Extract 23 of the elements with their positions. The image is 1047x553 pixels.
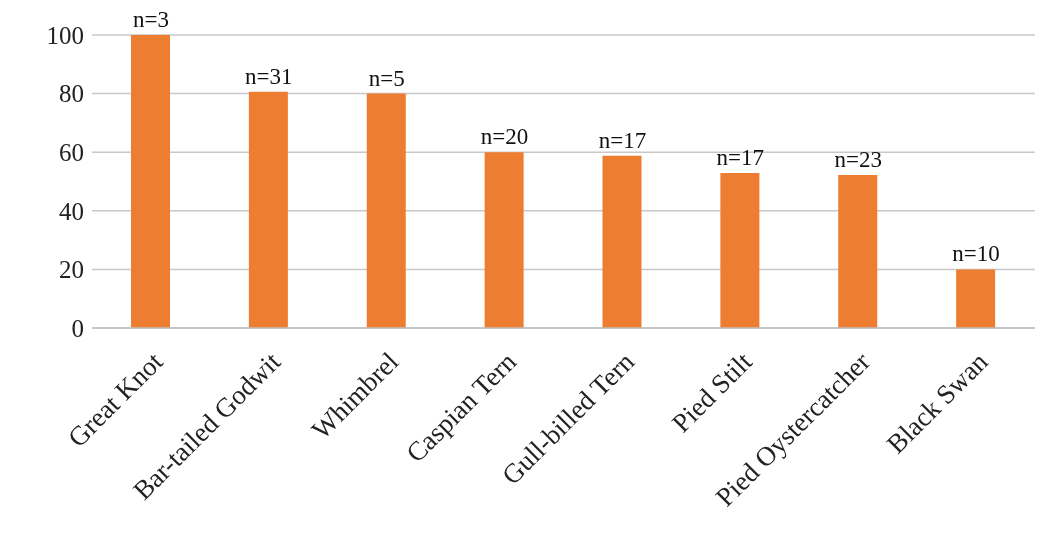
y-tick-label: 60: [59, 139, 84, 167]
bar: [248, 91, 288, 328]
bar: [484, 152, 524, 328]
bar: [366, 93, 406, 328]
annotation: n=31: [245, 63, 293, 89]
annotation: n=20: [480, 124, 529, 150]
annotation: n=10: [952, 241, 1000, 267]
bar: [956, 269, 996, 328]
bar: [720, 173, 760, 328]
bar: [131, 35, 170, 328]
y-tick-label: 20: [59, 256, 84, 284]
annotation: n=17: [716, 145, 765, 170]
annotation: n=17: [598, 127, 647, 153]
y-tick-label: 40: [59, 197, 84, 225]
y-tick-label: 0: [71, 314, 84, 342]
annotation: n=23: [834, 147, 882, 173]
y-tick-label: 100: [46, 21, 84, 49]
annotation: n=3: [132, 7, 169, 32]
annotation: n=5: [368, 65, 405, 91]
y-tick-label: 80: [59, 80, 84, 108]
x-tick-label: Pied Stilt: [666, 346, 759, 439]
bar: [838, 175, 878, 328]
bar: [602, 155, 642, 328]
